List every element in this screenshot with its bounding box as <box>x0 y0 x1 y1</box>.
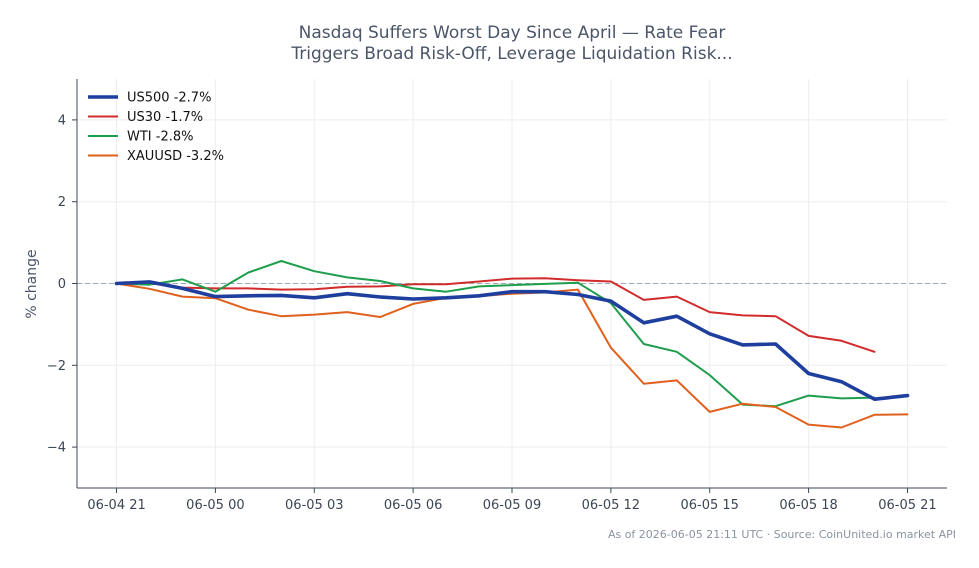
y-tick-label: 4 <box>58 113 66 128</box>
x-tick-label: 06-05 03 <box>285 498 343 513</box>
footer-source-note: As of 2026-06-05 21:11 UTC · Source: Coi… <box>608 528 956 541</box>
x-tick-label: 06-05 15 <box>681 498 739 513</box>
y-tick-label: 2 <box>58 195 66 210</box>
series-line-us30 <box>115 277 876 353</box>
x-tick-label: 06-05 12 <box>582 498 640 513</box>
y-tick-label: −2 <box>47 359 66 374</box>
axes <box>72 79 947 493</box>
x-tick-label: 06-04 21 <box>87 498 145 513</box>
chart-title-line-2: Triggers Broad Risk-Off, Leverage Liquid… <box>290 44 732 64</box>
x-tick-label: 06-05 18 <box>779 498 837 513</box>
series-line-us500 <box>114 280 910 402</box>
tick-labels: 06-04 21 06-05 00 06-05 03 06-05 06 06-05 09… <box>47 113 937 513</box>
chart-title-line-1: Nasdaq Suffers Worst Day Since April — R… <box>299 23 726 43</box>
x-tick-label: 06-05 21 <box>878 498 936 513</box>
legend-label-us500: US500 -2.7% <box>127 91 211 106</box>
x-tick-label: 06-05 09 <box>483 498 541 513</box>
y-axis-label: % change <box>24 249 40 318</box>
legend: US500 -2.7% US30 -1.7% WTI -2.8% XAUUSD -3.… <box>88 91 224 164</box>
series-line-wti <box>115 260 876 408</box>
y-tick-label: 0 <box>58 277 66 292</box>
legend-label-us30: US30 -1.7% <box>127 110 203 125</box>
y-tick-label: −4 <box>47 441 66 456</box>
series-line-xauusd <box>115 282 909 429</box>
x-tick-label: 06-05 00 <box>186 498 244 513</box>
legend-label-xauusd: XAUUSD -3.2% <box>127 149 224 164</box>
legend-label-wti: WTI -2.8% <box>127 130 193 145</box>
x-tick-label: 06-05 06 <box>384 498 442 513</box>
series-lines <box>114 260 910 429</box>
